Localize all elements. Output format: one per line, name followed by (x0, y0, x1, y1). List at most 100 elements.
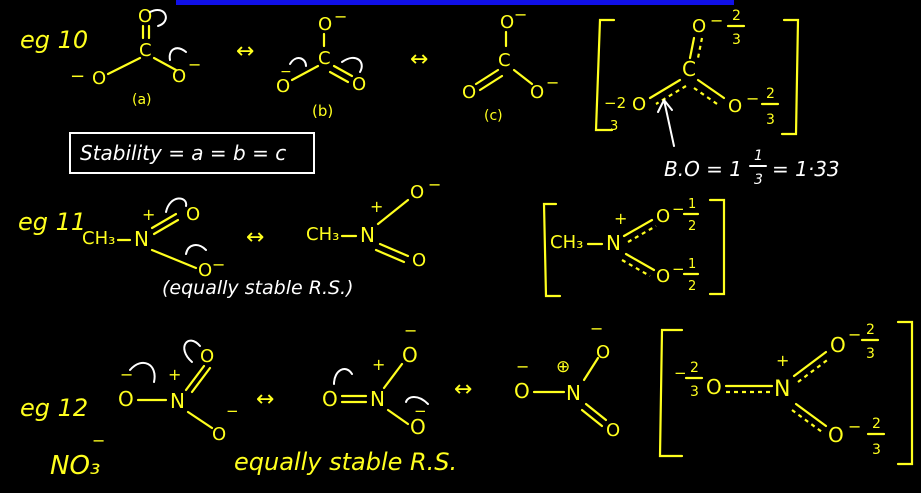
s1-o-left: O (118, 387, 134, 411)
b-right-double-bond (330, 66, 352, 82)
eg11-arrow: ↔ (246, 225, 264, 250)
eg10-arrow-2: ↔ (410, 47, 428, 72)
a-left-minus: − (70, 66, 85, 87)
nitrate-s3: − O N ⊕ O − O (514, 319, 620, 441)
s2-top-minus: − (404, 321, 417, 340)
s3-n: N (566, 381, 581, 405)
h11-o-top: O (656, 206, 670, 227)
carbonate-b: O − C O − O (b) (276, 7, 366, 120)
s1-curved-arrow-top (184, 341, 200, 362)
a-curved-arrow-right (170, 48, 186, 60)
h11-top-charge: − (672, 200, 685, 218)
h10-top-charge: − (710, 11, 723, 30)
s2-o-left: O (322, 387, 338, 411)
h12-bottom-charge: − (848, 417, 861, 436)
n11r-minus: − (428, 175, 441, 194)
carbonate-a: O C − O O − (a) (70, 6, 201, 108)
h12-top-bond (794, 352, 826, 376)
hybrid10-right-bracket (782, 20, 798, 134)
n11l-n: N (134, 227, 149, 251)
eg12-arrow-2: ↔ (454, 377, 472, 402)
s1-o-bottom: O (212, 424, 226, 445)
bond-order-den: 3 (754, 172, 763, 188)
h11-o-bottom: O (656, 266, 670, 287)
s1-plus: + (168, 365, 181, 384)
n11l-o-top: O (186, 204, 200, 225)
eg12-formula-charge: − (92, 431, 105, 450)
nitro-hybrid: CH₃ N + O − 1 2 O − 1 2 (544, 197, 724, 296)
h11-bottom-den: 2 (688, 279, 696, 294)
s2-n: N (370, 387, 385, 411)
s3-double-bond (582, 404, 606, 426)
s3-o-left: O (514, 379, 530, 403)
h10-right-dash (694, 88, 720, 106)
h12-top-den: 3 (866, 346, 875, 362)
s2-o-top: O (402, 343, 418, 367)
h12-left-den: 3 (690, 384, 699, 400)
h11-bottom-dash (622, 260, 650, 276)
h10-right-den: 3 (766, 112, 775, 128)
c-right-minus: − (546, 73, 559, 92)
b-caption: (b) (312, 102, 333, 120)
n11r-double-bond (376, 244, 408, 262)
n11r-n: N (360, 223, 375, 247)
a-left-o: O (92, 68, 106, 89)
n11l-plus: + (142, 205, 155, 224)
n11l-minus: − (212, 255, 225, 274)
bond-order-value: = 1·33 (772, 157, 840, 181)
b-right-o: O (352, 74, 366, 95)
h11-top-bond (624, 220, 652, 236)
hybrid12-right-bracket (898, 322, 912, 464)
hybrid10-left-bracket (596, 20, 614, 130)
h10-right-bond (698, 80, 724, 98)
eg10-arrow-1: ↔ (236, 39, 254, 64)
s1-o-top: O (200, 346, 214, 367)
hybrid11-right-bracket (710, 200, 724, 294)
h11-top-num: 1 (688, 197, 696, 212)
h10-top-den: 3 (732, 32, 741, 48)
n11r-plus: + (370, 197, 383, 216)
s3-o-top: O (596, 342, 610, 363)
b-curved-arrow-right (342, 58, 362, 72)
h12-plus: + (776, 351, 789, 370)
eg10-label: eg 10 (20, 26, 88, 54)
carbonate-c: O − C O O − (c) (462, 5, 559, 124)
s1-double-bond (186, 366, 210, 392)
h10-right-num: 2 (766, 86, 775, 102)
h10-left-bond (650, 80, 680, 98)
s3-plus: ⊕ (556, 357, 570, 377)
h12-bottom-den: 3 (872, 442, 881, 458)
s2-top-bond (384, 364, 402, 388)
h12-top-num: 2 (866, 322, 875, 338)
s1-curved-arrow-left (130, 363, 155, 382)
h10-pointer-arrow (658, 100, 674, 146)
c-left-o: O (462, 82, 476, 103)
a-double-bond (143, 26, 149, 38)
h12-o-left: O (706, 375, 722, 399)
n11l-ch3: CH₃ (82, 228, 115, 249)
n11l-curved-arrow-bottom (186, 245, 206, 254)
h12-top-charge: − (848, 325, 861, 344)
nitro-left: CH₃ N + O O − (82, 198, 225, 281)
c-right-o: O (530, 82, 544, 103)
hybrid12-left-bracket (660, 330, 682, 456)
b-left-minus: − (280, 64, 292, 80)
h10-left-charge: −2 (604, 94, 626, 112)
h10-top-bond (690, 38, 694, 58)
a-curved-arrow-top (150, 10, 166, 26)
n11l-curved-arrow-top (166, 198, 186, 212)
s1-bottom-bond (188, 412, 212, 428)
h11-bottom-charge: − (672, 260, 685, 278)
n11l-single-bond (152, 250, 196, 268)
c-left-double-bond (476, 70, 502, 90)
eg12-formula: NO₃ (50, 451, 100, 481)
n11l-double-bond (152, 214, 178, 234)
bond-order-text: B.O = 1 (664, 157, 742, 181)
h11-bottom-bond (626, 254, 654, 270)
h12-o-bottom: O (828, 423, 844, 447)
c-top-o: O (500, 12, 514, 33)
s2-bottom-bond (388, 410, 408, 424)
eg12-arrow-1: ↔ (256, 387, 274, 412)
h11-n: N (606, 231, 621, 255)
s1-bottom-minus: − (226, 402, 239, 420)
